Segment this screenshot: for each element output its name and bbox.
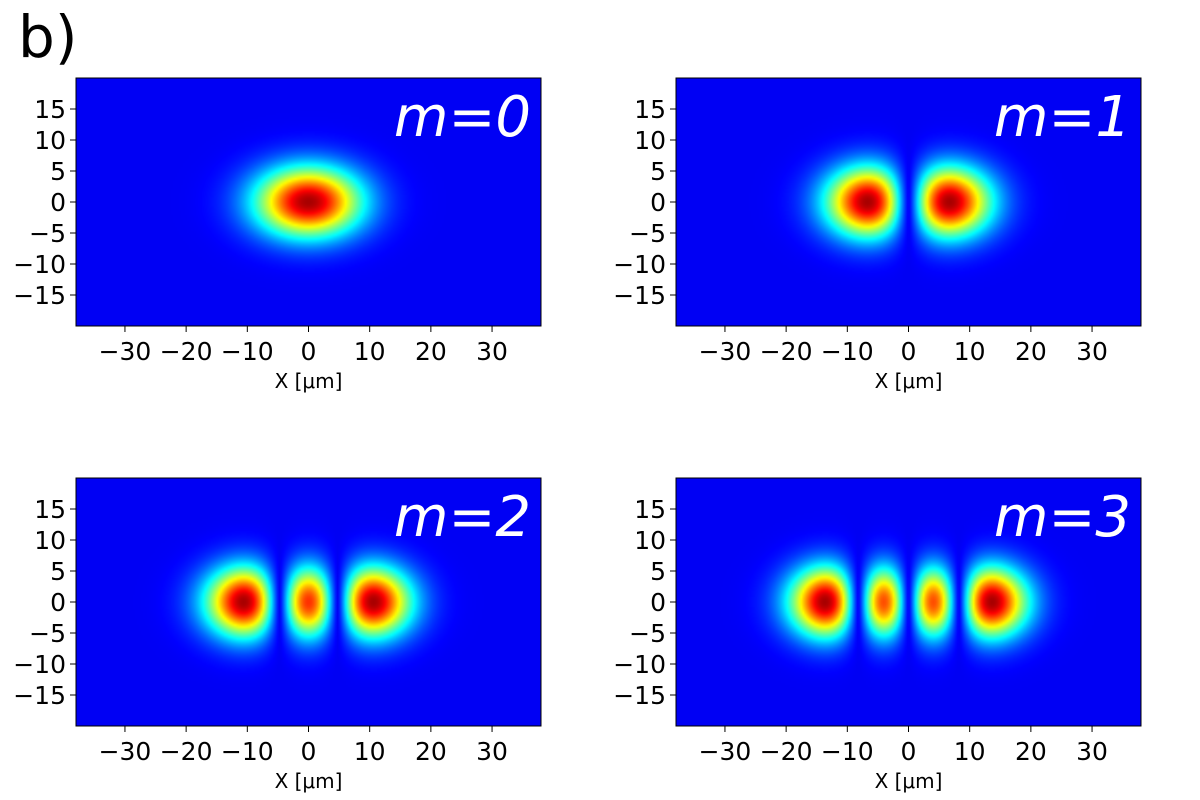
x-tick-label: 30	[1076, 337, 1108, 366]
x-axis-label: X [μm]	[875, 769, 943, 793]
y-tick-label: −15	[13, 681, 66, 710]
y-tick-label: −10	[13, 650, 66, 679]
x-tick-label: −20	[760, 337, 813, 366]
x-tick-label: −20	[160, 337, 213, 366]
x-tick-label: 20	[1015, 337, 1047, 366]
intensity-heatmap	[676, 478, 1141, 726]
y-tick-label: 10	[34, 126, 66, 155]
x-tick-label: 0	[901, 737, 917, 766]
x-tick-label: 0	[901, 337, 917, 366]
x-tick-label: −20	[760, 737, 813, 766]
intensity-heatmap	[76, 78, 541, 326]
mode-label: m=3	[994, 485, 1131, 550]
x-tick-label: 10	[954, 737, 986, 766]
x-tick-label: −30	[699, 337, 752, 366]
y-tick-label: −10	[613, 250, 666, 279]
x-tick-label: 10	[954, 337, 986, 366]
y-tick-label: −5	[629, 219, 666, 248]
y-tick-label: 10	[34, 526, 66, 555]
mode-label: m=0	[394, 85, 531, 150]
x-axis-label: X [μm]	[275, 369, 343, 393]
x-tick-label: −20	[160, 737, 213, 766]
intensity-heatmap	[676, 78, 1141, 326]
y-tick-label: −15	[613, 281, 666, 310]
x-tick-label: 0	[301, 737, 317, 766]
y-tick-label: 5	[650, 557, 666, 586]
x-tick-label: 20	[415, 337, 447, 366]
x-axis-label: X [μm]	[275, 769, 343, 793]
y-tick-label: 0	[650, 188, 666, 217]
x-tick-label: −30	[99, 737, 152, 766]
x-tick-label: 30	[476, 337, 508, 366]
y-tick-label: −10	[13, 250, 66, 279]
panel-letter: b)	[18, 3, 78, 71]
y-tick-label: 15	[634, 495, 666, 524]
y-tick-label: 0	[50, 188, 66, 217]
y-tick-label: −5	[29, 219, 66, 248]
x-tick-label: −10	[821, 737, 874, 766]
x-tick-label: 20	[1015, 737, 1047, 766]
y-tick-label: 10	[634, 526, 666, 555]
y-tick-label: 0	[50, 588, 66, 617]
x-axis-label: X [μm]	[875, 369, 943, 393]
y-tick-label: −5	[29, 619, 66, 648]
intensity-heatmap	[76, 478, 541, 726]
x-tick-label: −30	[99, 337, 152, 366]
x-tick-label: 10	[354, 737, 386, 766]
y-tick-label: 15	[634, 95, 666, 124]
mode-label: m=1	[994, 85, 1131, 150]
x-tick-label: −10	[821, 337, 874, 366]
x-tick-label: −10	[221, 337, 274, 366]
y-tick-label: −10	[613, 650, 666, 679]
x-tick-label: 10	[354, 337, 386, 366]
x-tick-label: −30	[699, 737, 752, 766]
y-tick-label: 0	[650, 588, 666, 617]
y-tick-label: 10	[634, 126, 666, 155]
y-tick-label: −5	[629, 619, 666, 648]
x-tick-label: 0	[301, 337, 317, 366]
mode-label: m=2	[394, 485, 531, 550]
x-tick-label: 30	[476, 737, 508, 766]
y-tick-label: 15	[34, 95, 66, 124]
x-tick-label: 20	[415, 737, 447, 766]
y-tick-label: −15	[613, 681, 666, 710]
y-tick-label: −15	[13, 281, 66, 310]
y-tick-label: 5	[650, 157, 666, 186]
y-tick-label: 15	[34, 495, 66, 524]
x-tick-label: −10	[221, 737, 274, 766]
y-tick-label: 5	[50, 157, 66, 186]
x-tick-label: 30	[1076, 737, 1108, 766]
y-tick-label: 5	[50, 557, 66, 586]
